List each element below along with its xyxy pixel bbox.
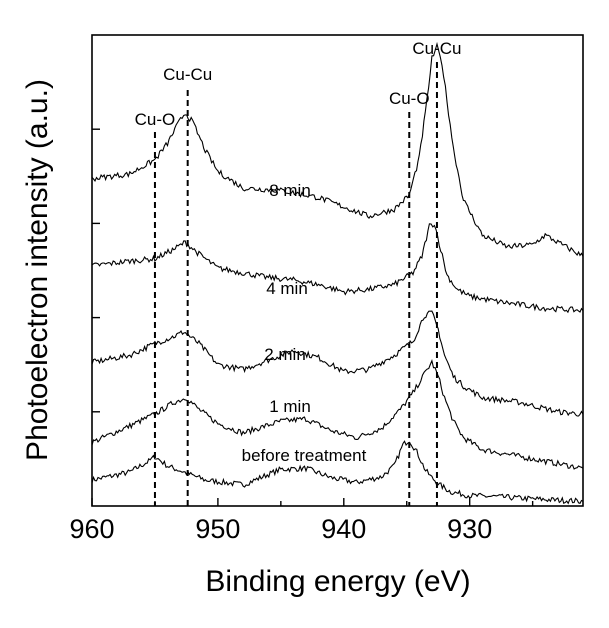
spectrum-line-0: [91, 440, 584, 505]
reference-lines: Cu-O Cu-Cu Cu-O Cu-Cu: [135, 39, 462, 506]
spectra: [91, 41, 584, 505]
reference-label: Cu-Cu: [163, 65, 212, 84]
x-axis-ticks: 960 950 940 930: [69, 498, 534, 544]
spectrum-label: 1 min: [269, 397, 311, 416]
x-axis-title: Binding energy (eV): [205, 565, 470, 598]
x-tick-label: 960: [69, 514, 114, 544]
spectrum-line-3: [91, 223, 584, 314]
reference-label: Cu-O: [135, 110, 176, 129]
reference-label: Cu-Cu: [412, 39, 461, 58]
x-tick-label: 940: [321, 514, 366, 544]
spectrum-labels: before treatment 1 min 2 min 4 min 8 min: [242, 181, 367, 465]
spectrum-label: 4 min: [266, 279, 308, 298]
spectrum-label: 8 min: [269, 181, 311, 200]
plot-frame: [91, 34, 584, 507]
spectrum-line-4: [91, 41, 584, 257]
spectrum-line-2: [91, 310, 584, 417]
spectrum-label: before treatment: [242, 446, 367, 465]
y-axis-title: Photoelectron intensity (a.u.): [21, 79, 54, 461]
spectrum-label: 2 min: [264, 345, 306, 364]
y-axis-ticks: [92, 128, 100, 413]
reference-label: Cu-O: [389, 89, 430, 108]
x-tick-label: 950: [195, 514, 240, 544]
spectrum-line-1: [91, 359, 584, 470]
x-tick-label: 930: [447, 514, 492, 544]
